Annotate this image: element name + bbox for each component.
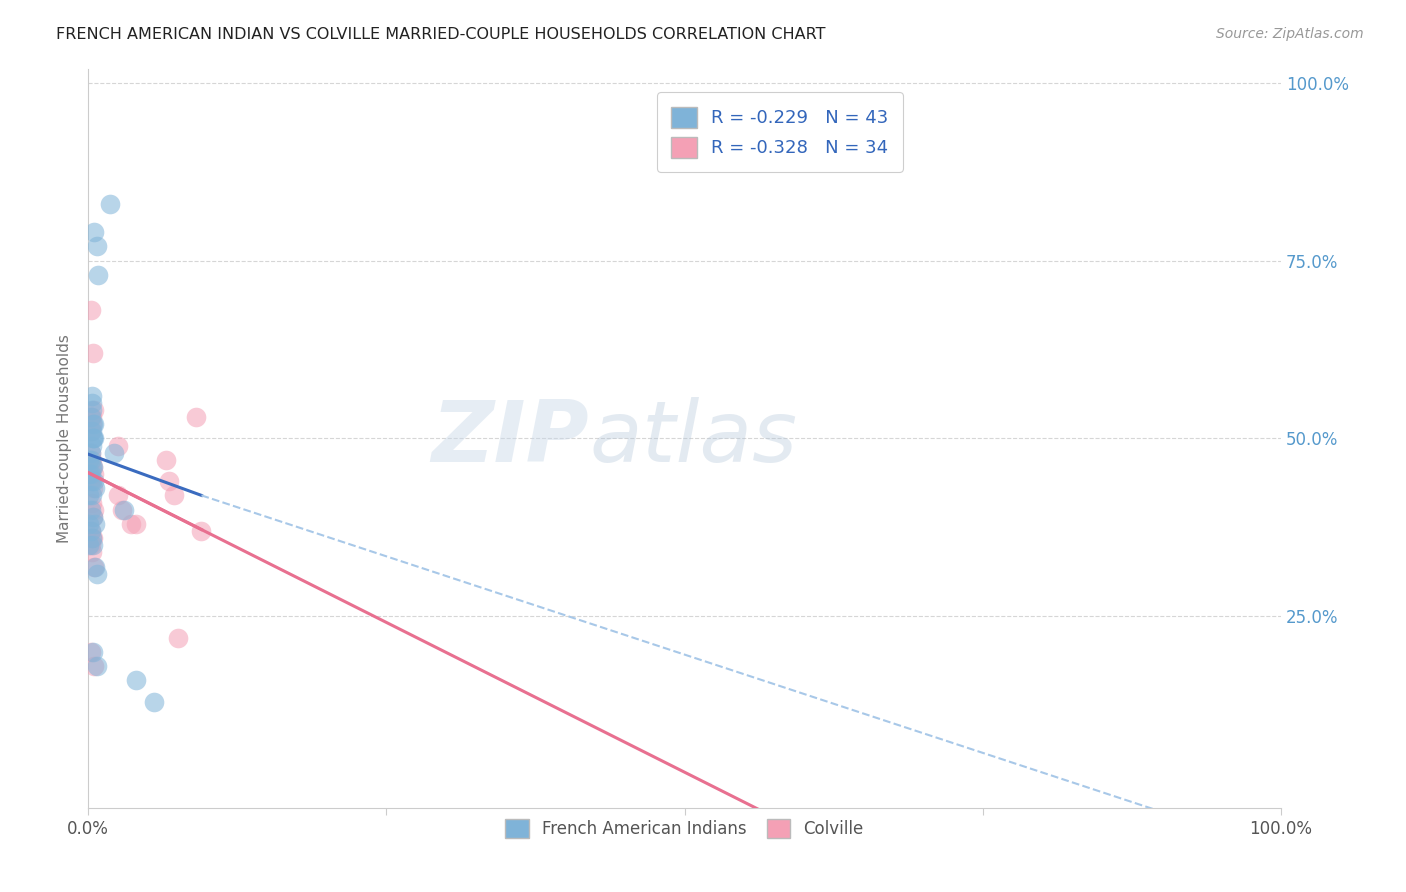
Point bbox=[83, 225, 105, 239]
Y-axis label: Married-couple Households: Married-couple Households bbox=[58, 334, 72, 543]
Point bbox=[79, 303, 101, 318]
Point bbox=[83, 659, 105, 673]
Point bbox=[107, 488, 129, 502]
Point bbox=[98, 196, 121, 211]
Point bbox=[157, 474, 180, 488]
Point bbox=[80, 439, 103, 453]
Point bbox=[80, 545, 103, 559]
Point bbox=[166, 631, 188, 645]
Point bbox=[80, 410, 103, 425]
Point bbox=[79, 467, 101, 481]
Point bbox=[79, 524, 101, 538]
Point bbox=[103, 446, 125, 460]
Point bbox=[86, 659, 108, 673]
Point bbox=[79, 474, 101, 488]
Point bbox=[83, 417, 105, 432]
Point bbox=[80, 531, 103, 545]
Point bbox=[79, 516, 101, 531]
Point bbox=[80, 389, 103, 403]
Point bbox=[82, 481, 104, 495]
Point bbox=[79, 452, 101, 467]
Point bbox=[83, 432, 105, 446]
Point bbox=[155, 452, 177, 467]
Point bbox=[84, 516, 107, 531]
Point bbox=[82, 432, 104, 446]
Point bbox=[82, 432, 104, 446]
Point bbox=[80, 531, 103, 545]
Point bbox=[80, 495, 103, 509]
Point bbox=[86, 239, 108, 253]
Point bbox=[80, 452, 103, 467]
Point bbox=[79, 425, 101, 439]
Point bbox=[80, 459, 103, 474]
Point bbox=[79, 645, 101, 659]
Point bbox=[184, 410, 207, 425]
Point bbox=[82, 645, 104, 659]
Point bbox=[79, 502, 101, 516]
Point bbox=[83, 467, 105, 481]
Point bbox=[80, 417, 103, 432]
Point bbox=[79, 446, 101, 460]
Point bbox=[125, 516, 148, 531]
Point bbox=[82, 509, 104, 524]
Point bbox=[80, 474, 103, 488]
Point bbox=[190, 524, 212, 538]
Point bbox=[83, 403, 105, 417]
Point bbox=[82, 417, 104, 432]
Point bbox=[83, 502, 105, 516]
Point bbox=[80, 396, 103, 410]
Point bbox=[107, 439, 129, 453]
Point bbox=[83, 474, 105, 488]
Point bbox=[163, 488, 186, 502]
Point bbox=[112, 502, 135, 516]
Text: ZIP: ZIP bbox=[432, 397, 589, 480]
Point bbox=[79, 410, 101, 425]
Point bbox=[83, 559, 105, 574]
Point bbox=[79, 524, 101, 538]
Point bbox=[79, 446, 101, 460]
Point bbox=[125, 673, 148, 688]
Point bbox=[110, 502, 132, 516]
Point bbox=[86, 566, 108, 581]
Point bbox=[80, 403, 103, 417]
Point bbox=[82, 538, 104, 552]
Point bbox=[120, 516, 142, 531]
Point bbox=[142, 695, 165, 709]
Point bbox=[82, 531, 104, 545]
Text: FRENCH AMERICAN INDIAN VS COLVILLE MARRIED-COUPLE HOUSEHOLDS CORRELATION CHART: FRENCH AMERICAN INDIAN VS COLVILLE MARRI… bbox=[56, 27, 825, 42]
Point bbox=[82, 459, 104, 474]
Point bbox=[82, 346, 104, 360]
Point bbox=[84, 481, 107, 495]
Point bbox=[79, 488, 101, 502]
Point bbox=[82, 459, 104, 474]
Point bbox=[84, 559, 107, 574]
Legend: French American Indians, Colville: French American Indians, Colville bbox=[499, 812, 870, 845]
Point bbox=[79, 538, 101, 552]
Point bbox=[82, 509, 104, 524]
Point bbox=[80, 488, 103, 502]
Point bbox=[79, 467, 101, 481]
Text: Source: ZipAtlas.com: Source: ZipAtlas.com bbox=[1216, 27, 1364, 41]
Text: atlas: atlas bbox=[589, 397, 797, 480]
Point bbox=[86, 268, 108, 282]
Point bbox=[79, 538, 101, 552]
Point bbox=[80, 425, 103, 439]
Point bbox=[79, 452, 101, 467]
